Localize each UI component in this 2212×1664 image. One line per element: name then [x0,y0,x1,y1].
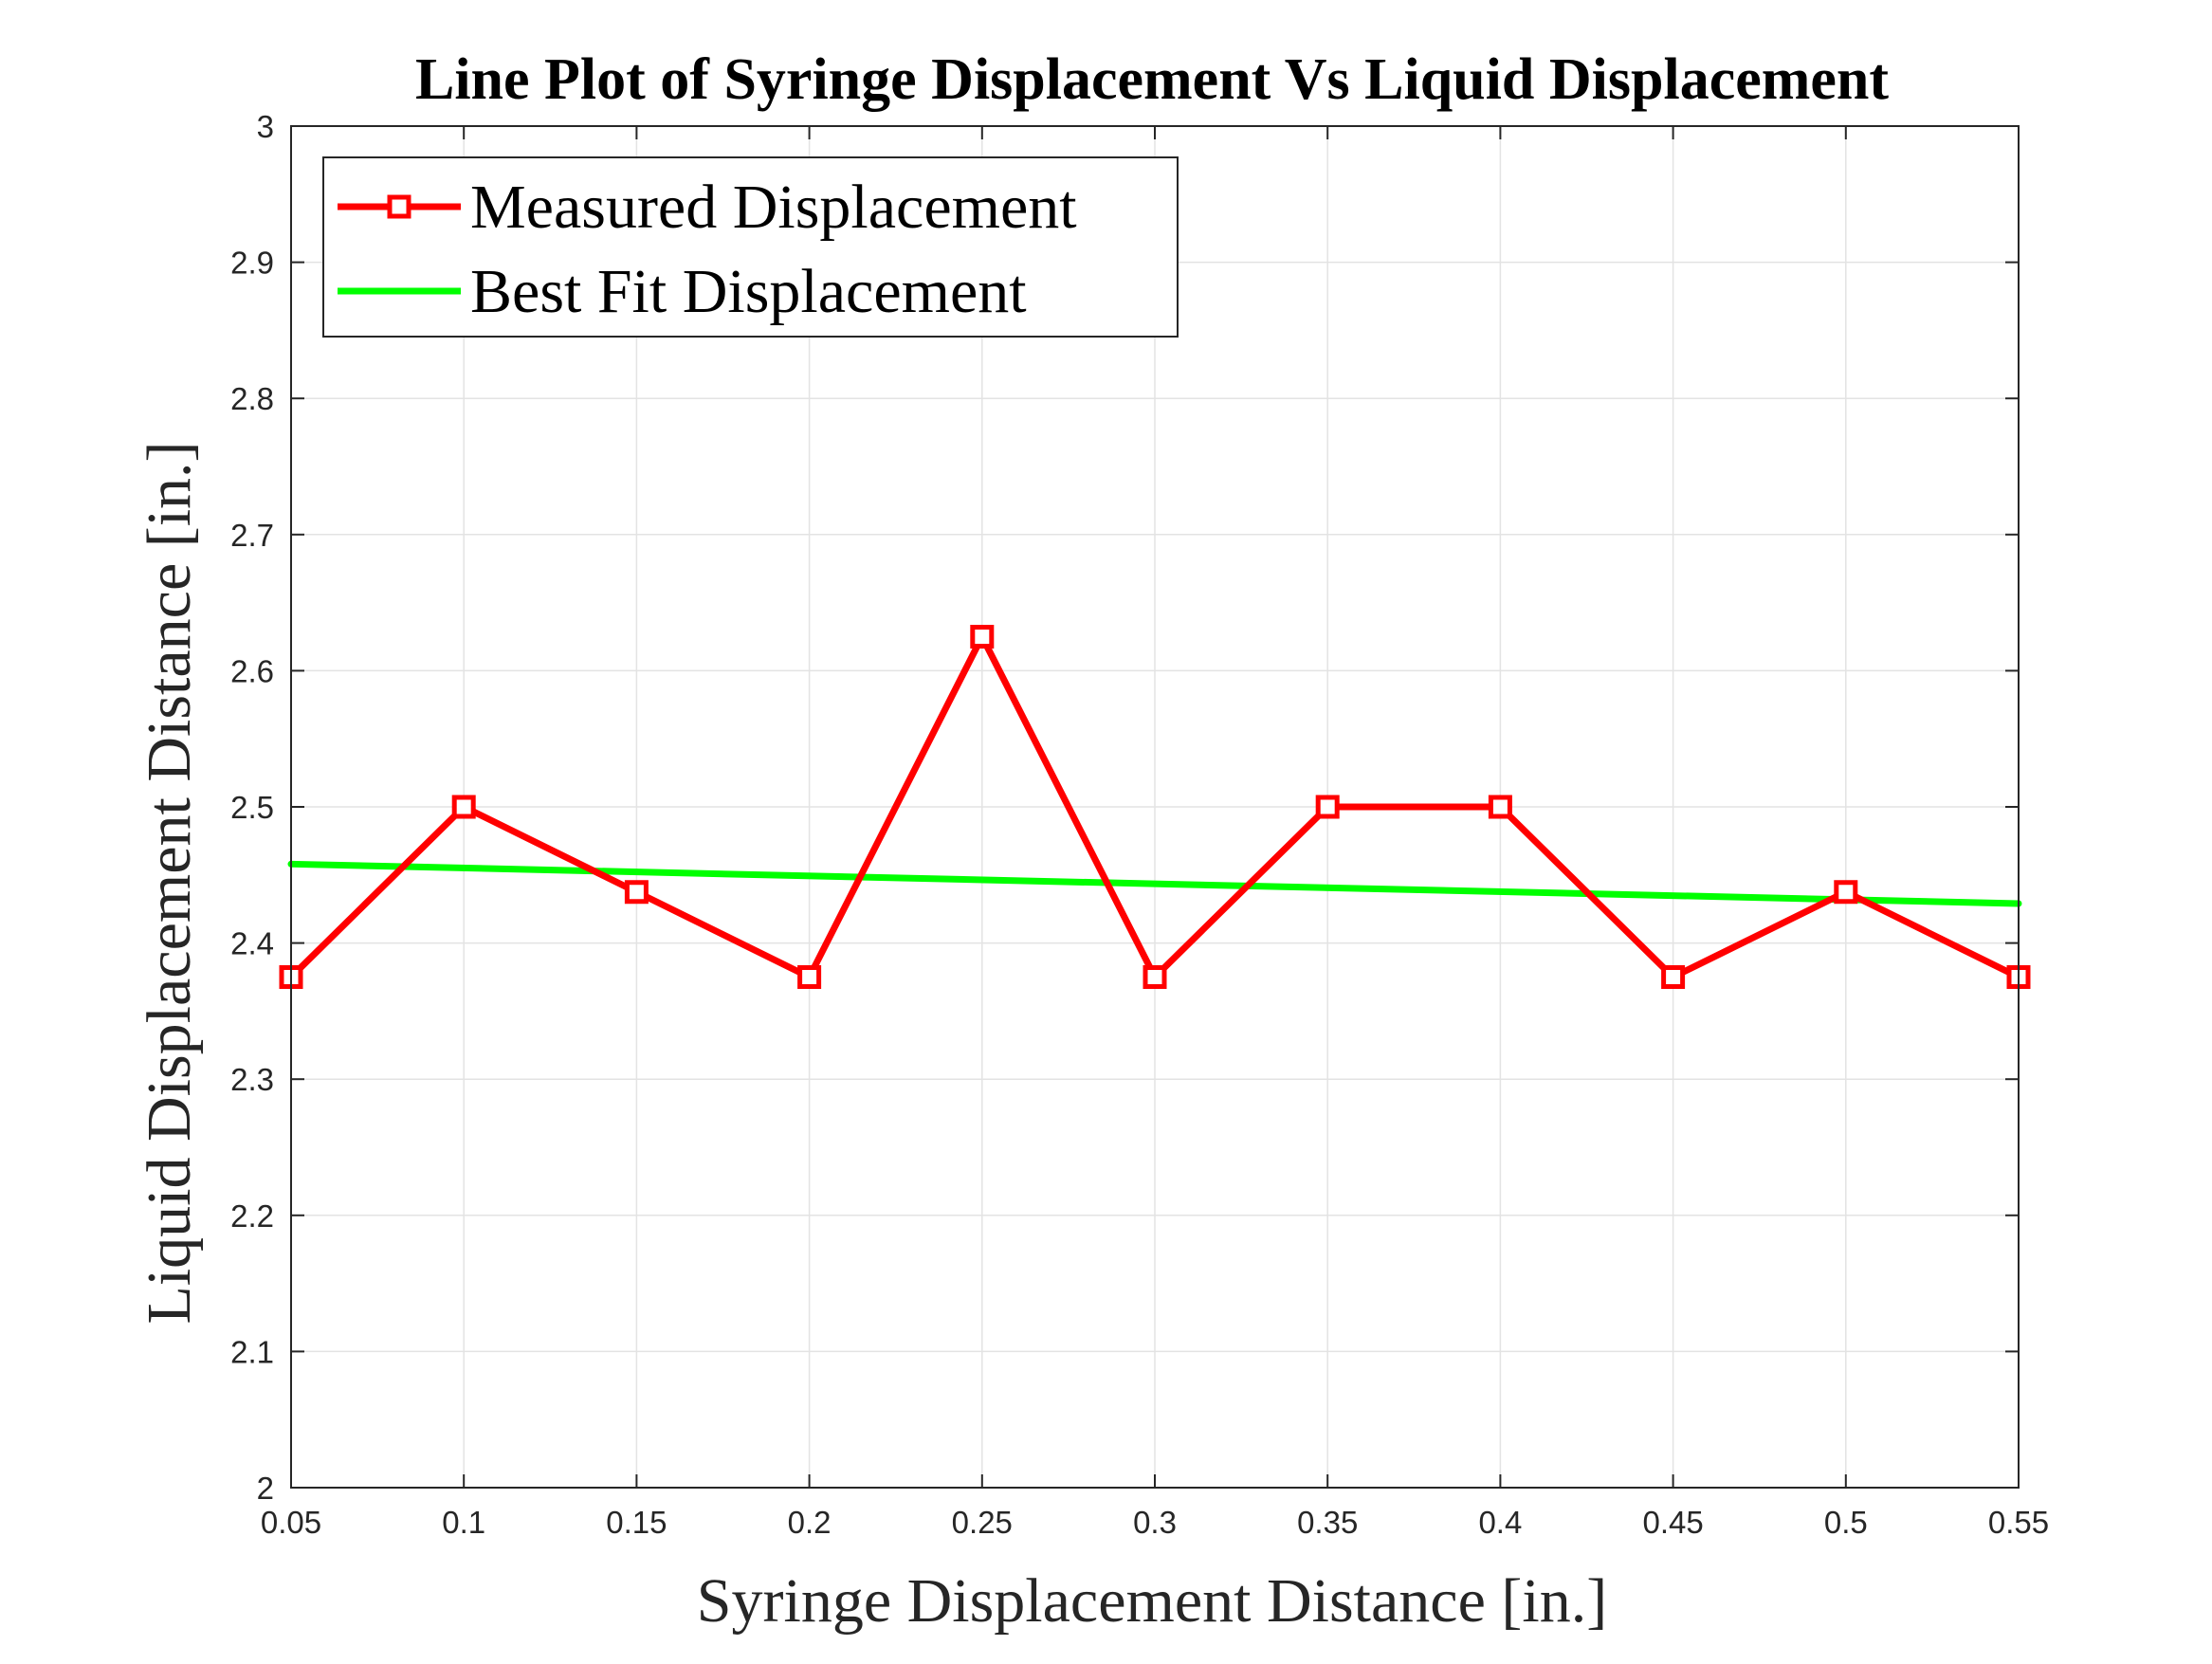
y-tick-label: 2.7 [230,518,274,553]
series-layer [279,625,2031,989]
measured-point [970,625,995,649]
x-tick-label: 0.5 [1824,1505,1868,1540]
x-tick-label: 0.25 [952,1505,1013,1540]
y-axis-label: Liquid Displacement Distance [in.] [135,441,204,1324]
y-tick-label: 2.9 [230,246,274,281]
legend-swatch-marker [387,194,411,219]
x-tick-label: 0.15 [606,1505,667,1540]
y-tick-label: 2.5 [230,790,274,825]
x-tick-label: 0.4 [1478,1505,1522,1540]
x-tick-label: 0.1 [442,1505,485,1540]
chart-title: Line Plot of Syringe Displacement Vs Liq… [415,47,1889,112]
y-tick-label: 2.4 [230,926,274,961]
y-tick-label: 3 [257,109,274,144]
measured-point [624,880,649,905]
x-tick-label: 0.3 [1133,1505,1177,1540]
measured-point [1661,965,1686,989]
measured-point [1488,795,1512,819]
measured-point [1143,965,1167,989]
y-tick-label: 2.2 [230,1198,274,1234]
x-tick-label: 0.2 [788,1505,832,1540]
x-tick-label: 0.05 [261,1505,321,1540]
y-tick-label: 2.6 [230,653,274,688]
x-tick-label: 0.55 [1988,1505,2049,1540]
legend: Measured Displacement Best Fit Displaceme… [322,156,1179,338]
ticks: 0.05 0.1 0.15 0.2 0.25 0.3 0.35 0.4 0.45 0.5 0.55 2… [230,109,2049,1540]
x-axis-label: Syringe Displacement Distance [in.] [697,1566,1607,1636]
x-tick-label: 0.35 [1297,1505,1358,1540]
measured-point [451,795,476,819]
measured-point [797,965,822,989]
legend-box [322,156,1179,338]
measured-point [1315,795,1340,819]
best-fit-line [287,860,2022,907]
measured-point [1834,880,1858,905]
legend-label: Best Fit Displacement [470,257,1027,326]
y-tick-label: 2 [257,1471,274,1506]
x-tick-label: 0.45 [1642,1505,1703,1540]
y-tick-label: 2.1 [230,1334,274,1369]
y-tick-label: 2.8 [230,381,274,416]
y-tick-label: 2.3 [230,1062,274,1097]
legend-label: Measured Displacement [470,173,1077,242]
